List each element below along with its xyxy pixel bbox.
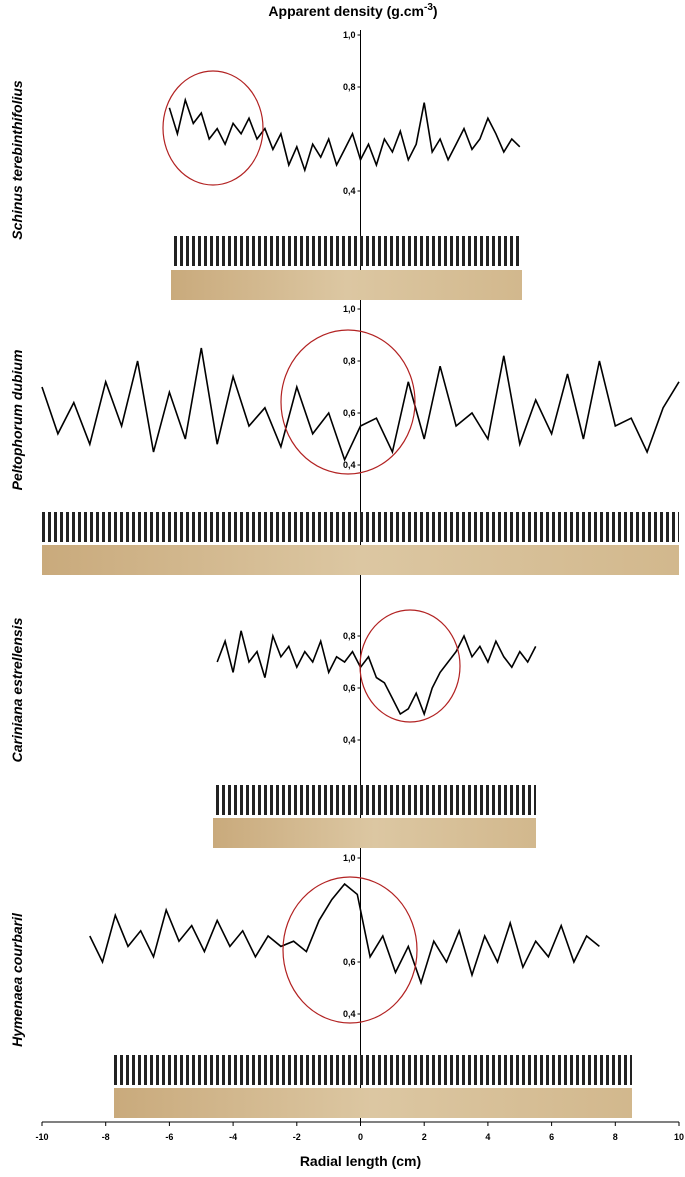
x-tick-label: -4 bbox=[229, 1132, 237, 1142]
x-tick-label: 6 bbox=[549, 1132, 554, 1142]
highlight-circle bbox=[162, 70, 264, 186]
y-tick-label: 0,8 bbox=[343, 356, 356, 366]
y-tick-label: 0,4 bbox=[343, 1009, 356, 1019]
y-axis-title-end: ) bbox=[433, 3, 438, 19]
y-tick-label: 1,0 bbox=[343, 853, 356, 863]
x-tick-label: -10 bbox=[35, 1132, 48, 1142]
wood-scan-photo bbox=[42, 545, 679, 575]
x-tick-label: -6 bbox=[165, 1132, 173, 1142]
x-tick-label: -2 bbox=[293, 1132, 301, 1142]
species-label: Hymenaea courbaril bbox=[9, 912, 25, 1047]
y-tick-label: 0,4 bbox=[343, 186, 356, 196]
x-tick-label: 0 bbox=[358, 1132, 363, 1142]
y-tick-label: 0,6 bbox=[343, 408, 356, 418]
wood-scan-bw bbox=[171, 236, 522, 266]
species-label: Schinus terebinthifolius bbox=[9, 80, 25, 240]
density-profile bbox=[89, 882, 600, 986]
y-tick-label: 0,4 bbox=[343, 460, 356, 470]
y-tick-label: 0,8 bbox=[343, 631, 356, 641]
density-profile bbox=[41, 347, 680, 462]
highlight-circle bbox=[359, 609, 461, 723]
y-tick-label: 0,8 bbox=[343, 82, 356, 92]
y-axis-title: Apparent density (g.cm-3) bbox=[268, 2, 437, 19]
wood-scan-bw bbox=[213, 785, 536, 815]
wood-scan-photo bbox=[171, 270, 522, 300]
x-tick-label: -8 bbox=[102, 1132, 110, 1142]
wood-scan-bw bbox=[42, 512, 679, 542]
y-axis-title-text: Apparent density (g.cm bbox=[268, 3, 424, 19]
wood-scan-photo bbox=[213, 818, 536, 848]
x-tick-label: 2 bbox=[422, 1132, 427, 1142]
y-tick-label: 1,0 bbox=[343, 304, 356, 314]
y-tick-label: 0,6 bbox=[343, 683, 356, 693]
density-profile bbox=[168, 97, 521, 173]
wood-scan-bw bbox=[114, 1055, 632, 1085]
x-axis-title: Radial length (cm) bbox=[300, 1153, 421, 1169]
species-label: Cariniana estrellensis bbox=[9, 617, 25, 762]
y-tick-label: 0,6 bbox=[343, 957, 356, 967]
density-profile bbox=[216, 630, 537, 717]
highlight-circle bbox=[280, 329, 416, 475]
wood-scan-photo bbox=[114, 1088, 632, 1118]
y-axis-title-sup: -3 bbox=[424, 2, 433, 13]
x-tick-label: 8 bbox=[613, 1132, 618, 1142]
highlight-circle bbox=[282, 876, 418, 1024]
x-tick-label: 10 bbox=[674, 1132, 684, 1142]
y-tick-label: 0,4 bbox=[343, 735, 356, 745]
y-tick-label: 1,0 bbox=[343, 30, 356, 40]
x-tick-label: 4 bbox=[485, 1132, 490, 1142]
species-label: Peltophorum dubium bbox=[9, 350, 25, 491]
